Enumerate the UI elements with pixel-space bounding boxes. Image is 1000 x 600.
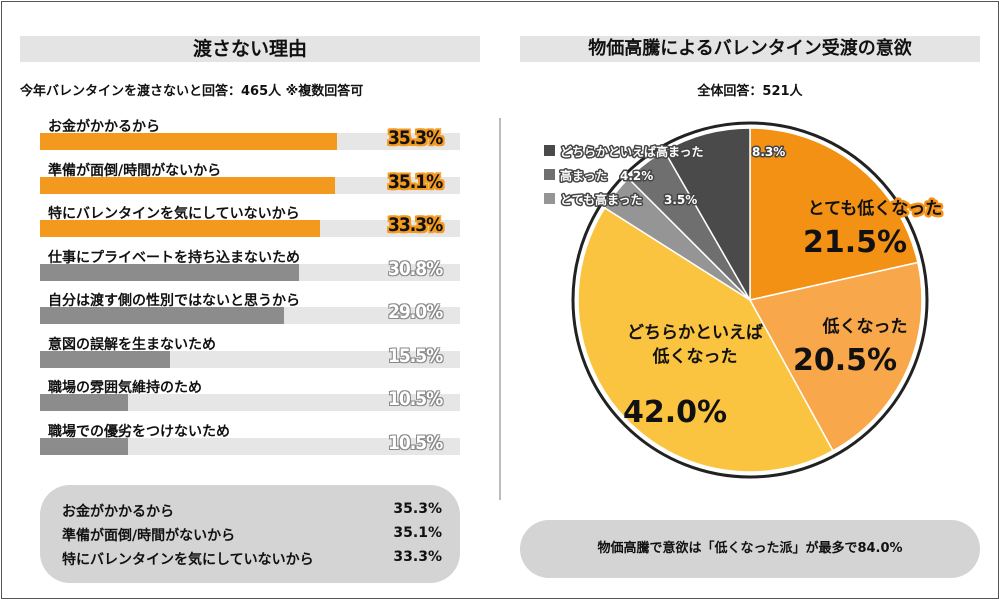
- motivation-pie-chart: とても低くなった21.5%低くなった20.5%どちらかといえば低くなった42.0…: [544, 121, 945, 479]
- bar: [40, 350, 171, 368]
- pie-conclusion-note: 物価高騰で意欲は「低くなった派」が最多で84.0%: [520, 520, 980, 578]
- bar-value-label: 35.3%: [388, 127, 443, 149]
- bar-category-label: 準備が面倒/時間がないから: [48, 162, 222, 179]
- right-panel-subtitle: 全体回答：521人: [697, 84, 803, 99]
- pie-slice-label: 低くなった: [652, 346, 738, 367]
- bar-category-label: 仕事にプライベートを持ち込まないため: [48, 249, 300, 266]
- bar-value-label: 29.0%: [388, 301, 443, 323]
- bar-row: 仕事にプライベートを持ち込まないため 30.8%: [40, 243, 460, 287]
- pie-slice: [663, 127, 751, 303]
- bar-category-label: 職場の雰囲気維持のため: [48, 380, 202, 396]
- bar-value-label: 15.5%: [388, 344, 443, 367]
- bar-value-label: 10.5%: [388, 431, 443, 454]
- legend-value: 8.3%: [752, 145, 785, 159]
- legend-swatch: [544, 145, 555, 156]
- pie-slice-value: 21.5%: [803, 225, 907, 260]
- bar-row: 職場での優劣をつけないため 10.5%: [40, 417, 460, 461]
- legend-label: とても高まった: [560, 192, 643, 207]
- pie-slice-value: 42.0%: [623, 395, 727, 430]
- bar: [40, 220, 320, 237]
- bar-row: 準備が面倒/時間がないから 35.1%: [40, 156, 460, 200]
- left-panel-subtitle: 今年バレンタインを渡さないと回答：465人 ※複数回答可: [20, 84, 364, 99]
- legend-label: 高まった: [560, 168, 608, 183]
- pie-slice: [577, 206, 834, 473]
- pie-slice: [748, 261, 923, 452]
- bar-row: 特にバレンタインを気にしていないから 33.3%: [40, 199, 460, 243]
- bar-value-label: 30.8%: [388, 257, 443, 280]
- bar: [40, 176, 335, 194]
- pie-slice-label: とても低くなった: [808, 198, 943, 219]
- top-reasons-summary: お金がかかるから 35.3% 準備が面倒/時間がないから 35.1% 特にバレンタインを…: [40, 485, 460, 583]
- bar-track: [40, 394, 460, 411]
- bar-category-label: 自分は渡す側の性別ではないと思うから: [48, 293, 300, 309]
- bar-track: [40, 263, 460, 281]
- legend-value: 3.5%: [664, 193, 697, 207]
- left-panel-title: 渡さない理由: [20, 36, 480, 62]
- legend-swatch: [544, 169, 555, 180]
- bar-value-label: 10.5%: [388, 388, 443, 410]
- pie-slice-label: どちらかといえば: [627, 323, 763, 343]
- summary-row: お金がかかるから 35.3%: [62, 501, 442, 521]
- bar-track: [40, 307, 460, 324]
- bar-track: [40, 220, 460, 237]
- bar-track: [40, 350, 460, 368]
- summary-label: 特にバレンタインを気にしていないから: [62, 552, 314, 568]
- bar-category-label: 特にバレンタインを気にしていないから: [48, 206, 300, 222]
- pie-slice-label: 低くなった: [822, 316, 908, 337]
- bar-row: 自分は渡す側の性別ではないと思うから 29.0%: [40, 286, 460, 330]
- bar-value-label: 33.3%: [388, 214, 443, 236]
- pie-slice-value: 20.5%: [793, 343, 897, 378]
- bar-track: [40, 437, 460, 455]
- legend-swatch: [544, 193, 555, 204]
- bar-row: 職場の雰囲気維持のため 10.5%: [40, 373, 460, 417]
- summary-row: 準備が面倒/時間がないから 35.1%: [62, 525, 442, 545]
- legend-label: どちらかといえば高まった: [560, 144, 704, 159]
- summary-label: お金がかかるから: [62, 504, 174, 520]
- summary-value: 35.3%: [393, 501, 442, 517]
- panel-divider: [499, 118, 501, 500]
- summary-label: 準備が面倒/時間がないから: [62, 528, 236, 544]
- bar-track: [40, 176, 460, 194]
- bar-category-label: 職場での優劣をつけないため: [48, 423, 230, 440]
- right-panel-title: 物価高騰によるバレンタイン受渡の意欲: [520, 36, 980, 62]
- bar-row: お金がかかるから 35.3%: [40, 112, 460, 156]
- bar-value-label: 35.1%: [388, 170, 443, 193]
- bar-category-label: 意図の誤解を生まないため: [48, 336, 216, 353]
- summary-row: 特にバレンタインを気にしていないから 33.3%: [62, 549, 442, 569]
- pie-slice: [749, 127, 919, 301]
- summary-value: 33.3%: [393, 549, 442, 565]
- bar: [40, 437, 129, 455]
- bar: [40, 263, 299, 281]
- summary-value: 35.1%: [393, 525, 442, 541]
- bar-category-label: お金がかかるから: [48, 119, 160, 135]
- bar: [40, 133, 337, 150]
- bar: [40, 394, 129, 411]
- bar: [40, 307, 284, 324]
- legend-value: 4.2%: [620, 169, 653, 183]
- bar-track: [40, 133, 460, 150]
- bar-row: 意図の誤解を生まないため 15.5%: [40, 330, 460, 374]
